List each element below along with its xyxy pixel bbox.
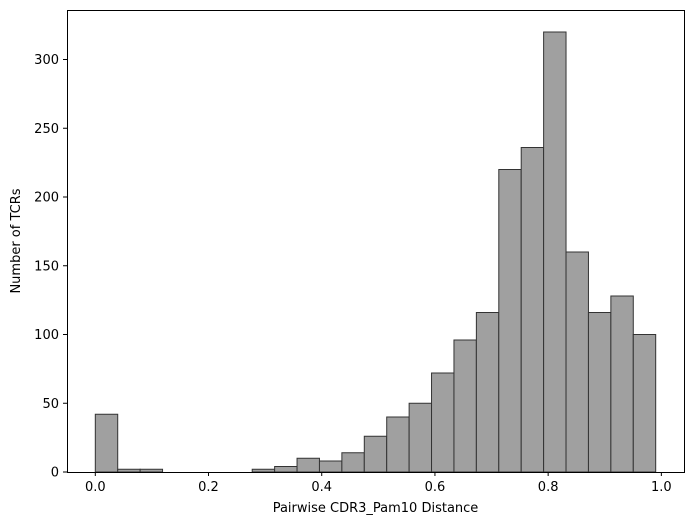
histogram-bar [363, 435, 388, 473]
histogram-bar [565, 251, 589, 473]
x-tick-label: 0.0 [85, 480, 106, 495]
x-axis-title: Pairwise CDR3_Pam10 Distance [273, 501, 479, 516]
histogram-bar [610, 295, 634, 473]
histogram-bar [587, 312, 612, 473]
y-axis-ticks: 0 50 100 150 200 250 300 [34, 53, 67, 481]
histogram-bar [139, 468, 164, 473]
x-tick-label: 0.2 [198, 480, 219, 495]
histogram-bar [318, 460, 343, 473]
y-tick-label: 250 [34, 122, 59, 137]
y-tick-label: 50 [42, 397, 59, 412]
histogram-bar [632, 334, 657, 473]
histogram-bar [251, 468, 276, 473]
x-axis-ticks: 0.0 0.2 0.4 0.6 0.8 1.0 [85, 472, 672, 495]
bars-group [94, 31, 657, 473]
histogram-bar [341, 452, 365, 473]
x-tick-label: 0.6 [425, 480, 446, 495]
histogram-bar [453, 339, 477, 473]
histogram-bar [94, 413, 119, 473]
histogram-bar [543, 31, 567, 473]
histogram-bar [431, 372, 455, 473]
y-tick-label: 300 [34, 53, 59, 68]
y-tick-label: 150 [34, 259, 59, 274]
histogram-bar [475, 312, 500, 473]
histogram-bar [498, 169, 522, 473]
histogram-bar [408, 402, 433, 473]
histogram-bar [296, 457, 320, 473]
plot-frame [67, 10, 685, 473]
y-axis-title: Number of TCRs [9, 188, 24, 293]
histogram-bar [117, 468, 141, 473]
x-tick-label: 0.4 [311, 480, 332, 495]
histogram-bar [274, 466, 298, 473]
histogram-bar [520, 147, 545, 473]
histogram-bar [386, 416, 410, 473]
x-tick-label: 1.0 [651, 480, 672, 495]
y-tick-label: 200 [34, 191, 59, 206]
y-tick-label: 0 [51, 466, 59, 481]
y-tick-label: 100 [34, 328, 59, 343]
x-tick-label: 0.8 [538, 480, 559, 495]
